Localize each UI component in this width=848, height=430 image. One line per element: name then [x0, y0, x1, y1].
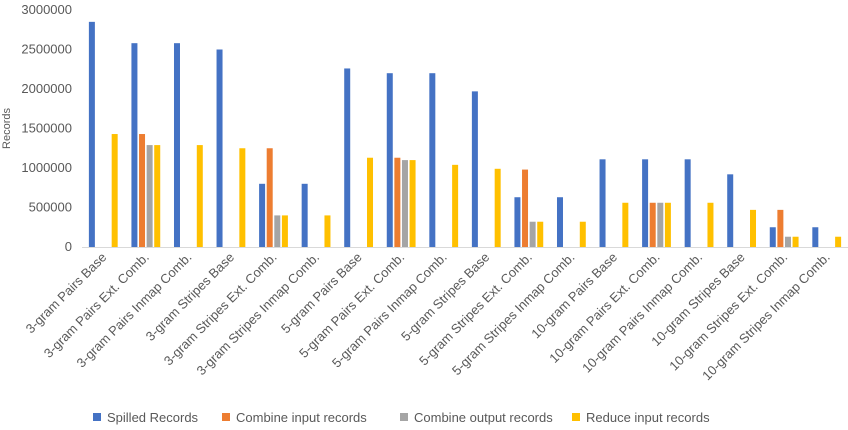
bar-combine-output-records — [401, 160, 408, 247]
y-tick-label: 3000000 — [21, 2, 72, 17]
bar-spilled-records — [471, 91, 478, 248]
bar-combine-input-records — [139, 134, 146, 247]
legend: Spilled Records Combine input records Comb… — [93, 410, 710, 425]
bar-combine-input-records — [649, 202, 656, 247]
legend-swatch — [572, 413, 580, 421]
bar-spilled-records — [514, 197, 521, 247]
legend-label: Reduce input records — [586, 410, 710, 425]
y-tick-label: 1000000 — [21, 160, 72, 175]
y-tick-label: 0 — [65, 239, 72, 254]
bar-spilled-records — [301, 183, 308, 247]
legend-label: Combine input records — [236, 410, 367, 425]
bar-spilled-records — [88, 21, 95, 247]
y-axis-title: Records — [1, 108, 13, 149]
y-tick-label: 2500000 — [21, 42, 72, 57]
bar-combine-input-records — [266, 148, 273, 247]
bar-reduce-input-records — [792, 236, 799, 247]
bar-reduce-input-records — [367, 157, 374, 247]
bar-reduce-input-records — [409, 160, 416, 247]
bar-reduce-input-records — [281, 215, 288, 247]
bar-combine-output-records — [784, 236, 791, 247]
bars — [88, 21, 842, 248]
y-tick-label: 1500000 — [21, 121, 72, 136]
legend-swatch — [222, 413, 230, 421]
bar-spilled-records — [344, 68, 351, 248]
bar-spilled-records — [684, 159, 691, 247]
bar-reduce-input-records — [196, 145, 203, 247]
bar-spilled-records — [727, 174, 734, 247]
bar-spilled-records — [386, 73, 393, 247]
bar-combine-output-records — [657, 202, 664, 247]
bar-spilled-records — [131, 43, 138, 248]
bar-spilled-records — [642, 159, 649, 247]
bar-combine-input-records — [777, 209, 784, 247]
bar-spilled-records — [429, 73, 436, 247]
bar-combine-output-records — [146, 145, 153, 247]
y-axis-label: Records — [1, 108, 13, 149]
bar-spilled-records — [769, 227, 776, 247]
bar-reduce-input-records — [579, 221, 586, 247]
bar-combine-input-records — [394, 157, 401, 247]
bar-combine-output-records — [529, 221, 536, 247]
bar-reduce-input-records — [750, 209, 757, 247]
bar-spilled-records — [812, 227, 819, 247]
bar-reduce-input-records — [622, 202, 629, 247]
bar-spilled-records — [259, 183, 266, 247]
bar-reduce-input-records — [154, 145, 161, 247]
y-tick-label: 2000000 — [21, 81, 72, 96]
legend-swatch — [400, 413, 408, 421]
bar-reduce-input-records — [835, 236, 842, 247]
bar-combine-output-records — [274, 215, 281, 247]
bar-reduce-input-records — [707, 202, 714, 247]
bar-reduce-input-records — [111, 134, 118, 247]
y-axis-ticks: 0 500000 1000000 1500000 2000000 2500000 30000… — [21, 2, 72, 254]
bar-reduce-input-records — [494, 168, 501, 247]
legend-swatch — [93, 413, 101, 421]
bar-spilled-records — [216, 49, 223, 247]
bar-reduce-input-records — [664, 202, 671, 247]
bar-combine-input-records — [522, 169, 529, 247]
legend-label: Combine output records — [414, 410, 553, 425]
bar-spilled-records — [599, 159, 606, 247]
bar-spilled-records — [556, 197, 563, 247]
x-tick-label: 3-gram Pairs Base — [23, 250, 110, 337]
y-tick-label: 500000 — [29, 200, 72, 215]
legend-label: Spilled Records — [107, 410, 199, 425]
x-tick-label: 5-gram Pairs Base — [278, 250, 365, 337]
bar-spilled-records — [173, 43, 180, 248]
bar-reduce-input-records — [452, 164, 459, 247]
bar-reduce-input-records — [324, 215, 331, 247]
bar-reduce-input-records — [537, 221, 544, 247]
bar-reduce-input-records — [239, 148, 246, 247]
